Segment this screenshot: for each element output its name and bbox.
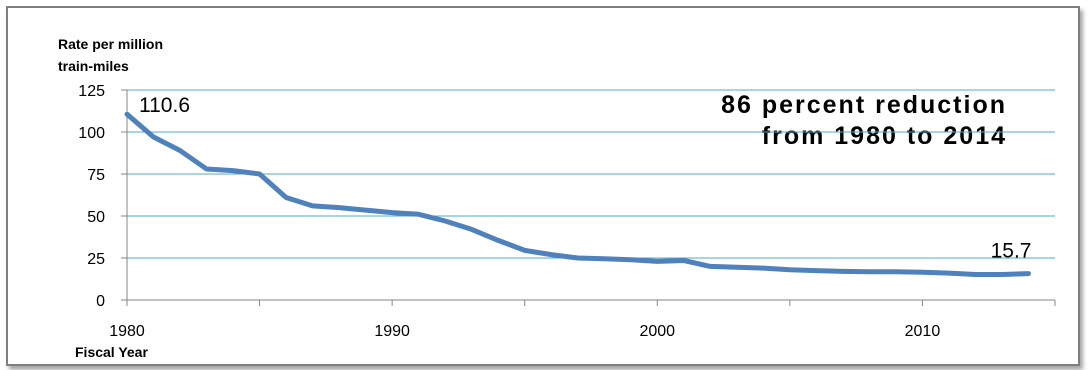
annotation-line-1: 86 percent reduction <box>721 91 1007 119</box>
x-tick-label-1980: 1980 <box>109 323 145 340</box>
y-axis-title-line-2: train-miles <box>58 58 129 74</box>
data-label-2014: 15.7 <box>991 240 1032 263</box>
reduction-annotation: 86 percent reduction from 1980 to 2014 <box>721 90 1007 152</box>
y-tick-label-125: 125 <box>78 83 105 100</box>
chart-frame <box>6 6 1080 366</box>
x-tick-label-2000: 2000 <box>639 323 675 340</box>
x-tick-label-1990: 1990 <box>374 323 410 340</box>
series-line <box>124 111 1031 277</box>
y-axis-title-line-1: Rate per million <box>58 36 164 52</box>
x-tick-label-2010: 2010 <box>905 323 941 340</box>
y-tick-label-100: 100 <box>78 125 105 142</box>
y-axis-title: Rate per million train-miles <box>58 33 163 77</box>
x-axis-title: Fiscal Year <box>75 344 148 360</box>
data-label-1980: 110.6 <box>139 94 190 117</box>
annotation-line-2: from 1980 to 2014 <box>761 122 1007 150</box>
y-tick-label-0: 0 <box>96 293 105 310</box>
y-tick-label-25: 25 <box>87 251 105 268</box>
y-tick-label-75: 75 <box>87 167 105 184</box>
y-tick-label-50: 50 <box>87 209 105 226</box>
